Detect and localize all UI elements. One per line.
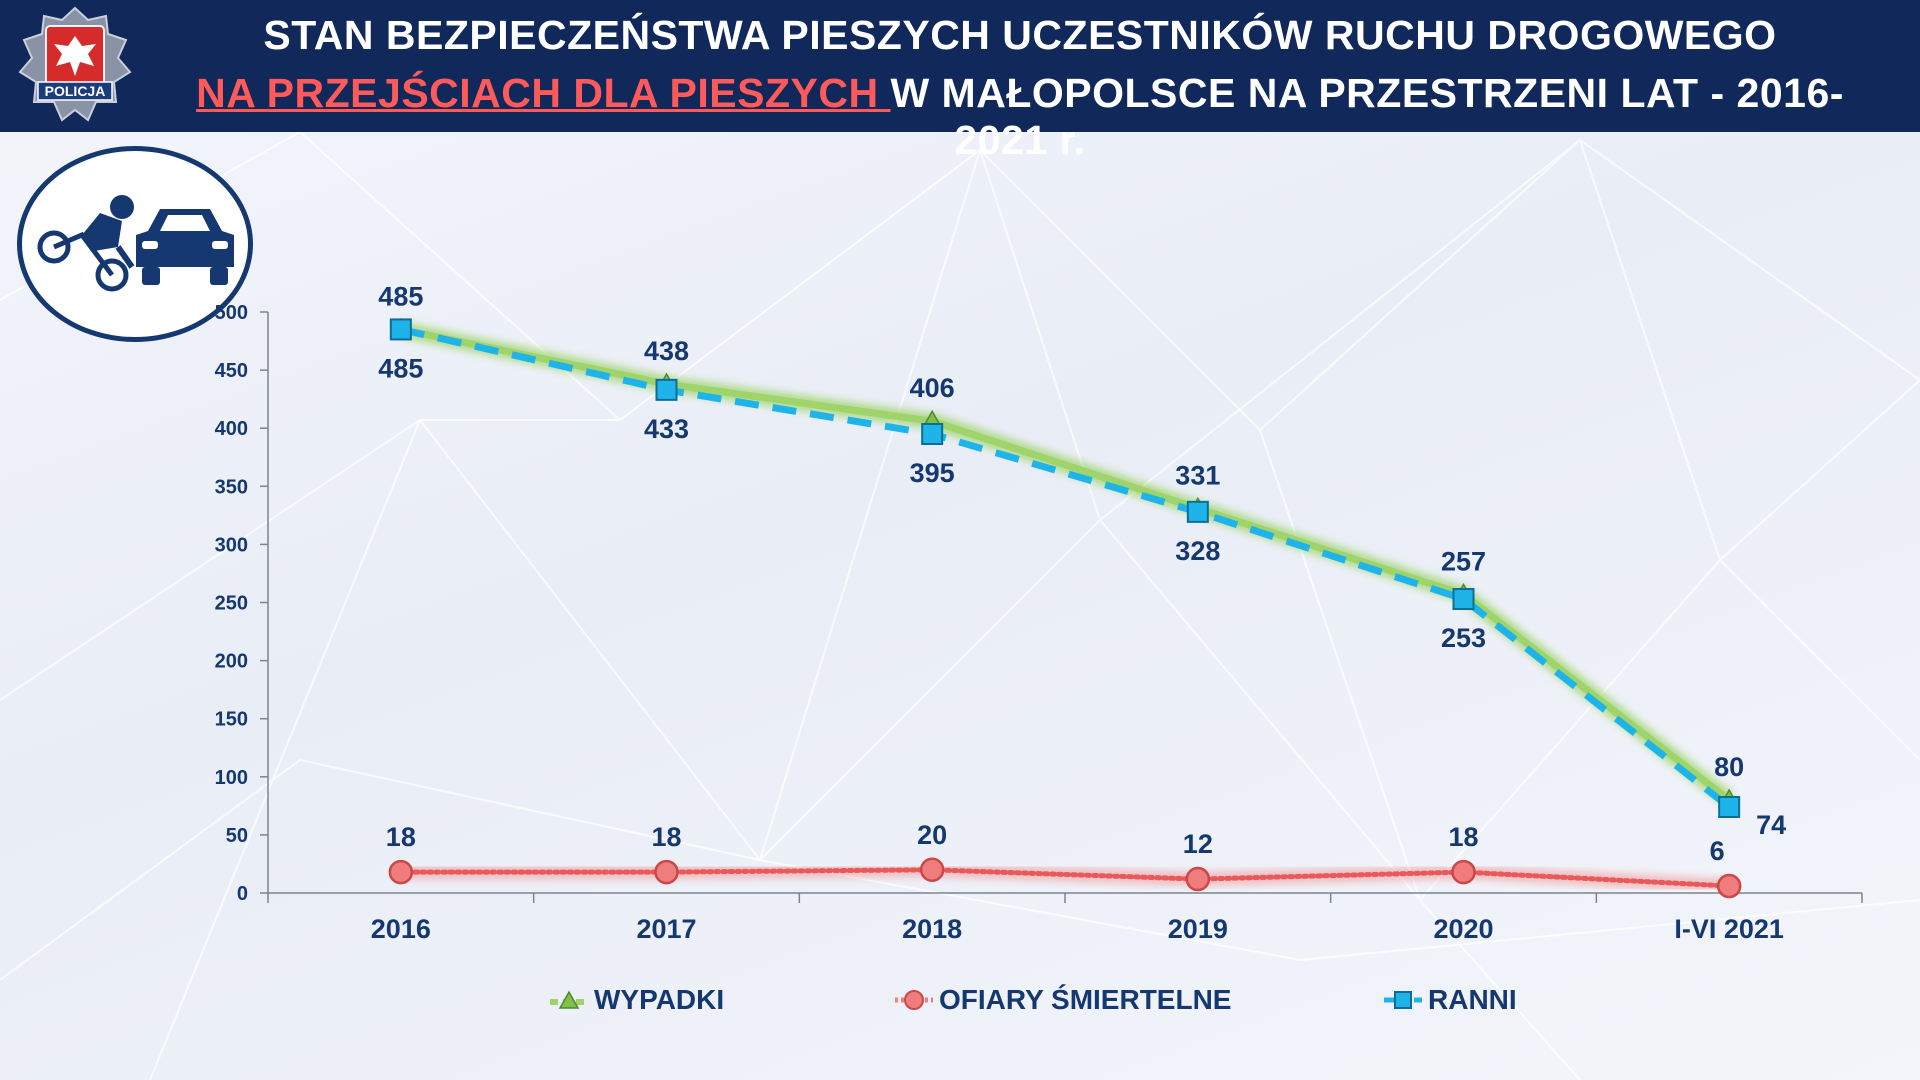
data-label-ranni: 433	[644, 414, 689, 444]
data-label-ranni: 485	[378, 353, 423, 383]
data-label-ranni: 395	[910, 458, 955, 488]
y-tick-label: 200	[215, 651, 248, 673]
page-title-line1: STAN BEZPIECZEŃSTWA PIESZYCH UCZESTNIKÓW…	[263, 12, 1777, 58]
y-tick-label: 50	[226, 825, 248, 847]
y-tick-label: 350	[215, 476, 248, 498]
x-tick-label: 2018	[902, 914, 962, 944]
x-tick-label: 2016	[371, 914, 431, 944]
policja-eagle-icon: POLICJA	[18, 6, 132, 122]
chart-series	[388, 317, 1742, 899]
point-ofiary	[1451, 859, 1476, 885]
data-label-wypadki: 485	[378, 281, 423, 311]
x-tick-label: 2019	[1168, 914, 1228, 944]
data-label-ofiary: 18	[386, 822, 416, 852]
logo-text: POLICJA	[45, 83, 106, 99]
data-label-ranni: 74	[1756, 810, 1786, 840]
chart-legend: WYPADKI OFIARY ŚMIERTELNE RANNI	[0, 978, 1920, 1022]
series-line-wypadki-glow	[399, 321, 1735, 807]
x-tick-label: 2017	[636, 914, 696, 944]
data-label-wypadki: 438	[644, 336, 689, 366]
point-ranni	[655, 378, 678, 401]
page-title-line2: NA PRZEJŚCIACH DLA PIESZYCH W MAŁOPOLSCE…	[150, 70, 1890, 164]
title-highlight: NA PRZEJŚCIACH DLA PIESZYCH	[196, 70, 891, 116]
point-ranni	[1718, 796, 1741, 819]
data-label-ranni: 328	[1175, 536, 1220, 566]
data-label-ofiary: 12	[1183, 829, 1213, 859]
chart-axes: 0 50 100 150 200 250 300 350 400 450 500 2016 2017 20…	[215, 302, 1863, 944]
series-line-ofiary	[398, 867, 1732, 889]
point-ofiary	[1716, 873, 1742, 899]
motorcyclist-icon	[37, 195, 135, 292]
x-tick-label: I-VI 2021	[1674, 914, 1784, 944]
y-tick-label: 250	[215, 593, 248, 615]
data-label-wypadki: 331	[1175, 460, 1220, 490]
y-tick-label: 100	[215, 767, 248, 789]
legend-item-wypadki: WYPADKI	[548, 978, 724, 1022]
point-ranni	[1186, 500, 1209, 523]
y-tick-label: 300	[215, 534, 248, 556]
point-ranni	[1452, 588, 1475, 611]
header: POLICJA STAN BEZPIECZEŃSTWA PIESZYCH UCZ…	[0, 0, 1920, 163]
data-label-wypadki: 406	[910, 373, 955, 403]
y-tick-label: 150	[215, 709, 248, 731]
data-label-ranni: 253	[1441, 623, 1486, 653]
road-safety-badge	[17, 146, 253, 342]
data-label-ofiary: 6	[1710, 836, 1725, 866]
square-marker-icon	[1384, 991, 1422, 1009]
title-rest: W MAŁOPOLSCE NA PRZESTRZENI LAT - 2016-2…	[890, 70, 1844, 163]
series-line-wypadki	[400, 325, 1732, 803]
legend-label-ofiary: OFIARY ŚMIERTELNE	[939, 984, 1232, 1015]
y-tick-label: 450	[215, 360, 248, 382]
data-label-wypadki: 80	[1714, 752, 1744, 782]
point-ofiary	[388, 859, 414, 885]
x-tick-label: 2020	[1433, 914, 1493, 944]
triangle-marker-icon	[550, 990, 588, 1009]
point-ofiary	[654, 859, 679, 885]
data-label-ofiary: 18	[651, 822, 681, 852]
chart-data-labels: 485 438 406 331 257 80 485 433 395 328 253 74 18 18 20…	[378, 281, 1786, 866]
point-ranni	[389, 318, 412, 341]
y-tick-label: 400	[215, 418, 248, 440]
point-ranni	[921, 423, 944, 446]
series-line-ranni	[400, 325, 1732, 810]
circle-marker-icon	[895, 990, 933, 1010]
point-ofiary	[919, 857, 945, 883]
y-tick-label: 500	[215, 302, 248, 324]
data-label-ofiary: 18	[1448, 822, 1478, 852]
data-label-wypadki: 257	[1441, 546, 1486, 576]
legend-label-wypadki: WYPADKI	[594, 984, 725, 1015]
legend-label-ranni: RANNI	[1428, 984, 1517, 1015]
y-tick-label: 0	[237, 883, 248, 905]
car-icon	[136, 209, 234, 285]
data-label-ofiary: 20	[917, 820, 947, 850]
legend-item-ranni: RANNI	[1382, 978, 1517, 1022]
point-ofiary	[1185, 866, 1211, 892]
legend-item-ofiary: OFIARY ŚMIERTELNE	[893, 978, 1231, 1022]
